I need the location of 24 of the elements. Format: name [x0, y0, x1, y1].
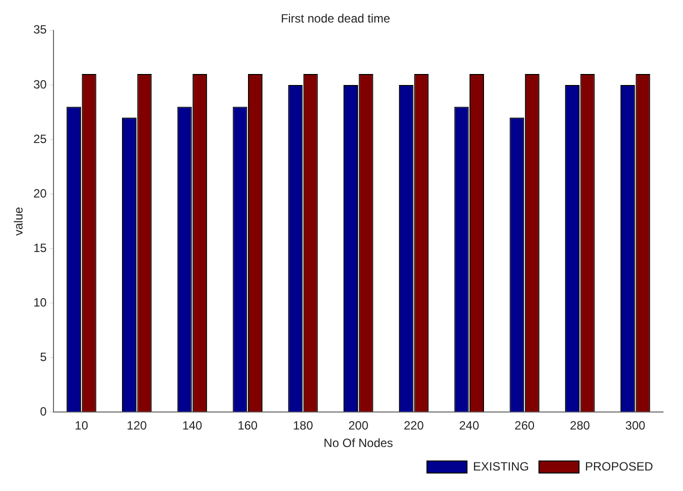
y-axis-title: value [12, 206, 26, 236]
x-tick-label: 160 [238, 418, 258, 433]
y-tick-label: 30 [33, 77, 48, 92]
x-tick-label: 260 [514, 418, 535, 433]
x-tick-label: 280 [570, 418, 590, 433]
y-tick-label: 0 [40, 404, 48, 419]
x-tick-label: 120 [126, 418, 148, 433]
legend-label: PROPOSED [584, 459, 654, 474]
y-tick-label: 15 [33, 240, 48, 255]
y-tick-label: 20 [33, 186, 48, 200]
x-tick-label: 300 [625, 418, 646, 433]
x-axis-title: No Of Nodes [324, 436, 394, 450]
y-tick-label: 10 [33, 295, 48, 310]
x-tick-label: 220 [404, 418, 424, 433]
legend-label: EXISTING [472, 459, 529, 474]
y-tick-label: 25 [33, 132, 48, 146]
x-tick-label: 10 [74, 418, 88, 433]
chart-title: First node dead time [280, 12, 391, 26]
x-tick-label: 240 [459, 418, 480, 433]
x-tick-label: 140 [182, 418, 203, 433]
x-tick-label: 200 [348, 418, 369, 433]
x-tick-label: 180 [292, 418, 314, 433]
y-tick-label: 35 [33, 22, 48, 37]
y-tick-label: 5 [40, 350, 48, 364]
